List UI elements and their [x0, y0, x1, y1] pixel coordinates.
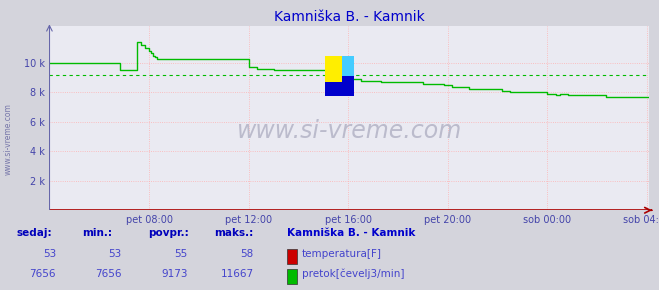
FancyBboxPatch shape: [342, 76, 354, 96]
Text: 55: 55: [175, 249, 188, 259]
Text: 58: 58: [241, 249, 254, 259]
Text: Kamniška B. - Kamnik: Kamniška B. - Kamnik: [287, 228, 415, 238]
Text: maks.:: maks.:: [214, 228, 254, 238]
Text: 7656: 7656: [96, 269, 122, 279]
Text: pretok[čevelj3/min]: pretok[čevelj3/min]: [302, 269, 405, 279]
Text: min.:: min.:: [82, 228, 113, 238]
Text: 53: 53: [109, 249, 122, 259]
FancyBboxPatch shape: [326, 56, 342, 96]
FancyBboxPatch shape: [342, 56, 354, 96]
Text: www.si-vreme.com: www.si-vreme.com: [3, 103, 13, 175]
Title: Kamniška B. - Kamnik: Kamniška B. - Kamnik: [274, 10, 424, 23]
Text: sedaj:: sedaj:: [16, 228, 52, 238]
Text: povpr.:: povpr.:: [148, 228, 189, 238]
FancyBboxPatch shape: [326, 82, 342, 96]
Text: 11667: 11667: [221, 269, 254, 279]
Text: 7656: 7656: [30, 269, 56, 279]
Text: temperatura[F]: temperatura[F]: [302, 249, 382, 259]
Text: 53: 53: [43, 249, 56, 259]
Text: www.si-vreme.com: www.si-vreme.com: [237, 119, 462, 143]
Text: 9173: 9173: [161, 269, 188, 279]
